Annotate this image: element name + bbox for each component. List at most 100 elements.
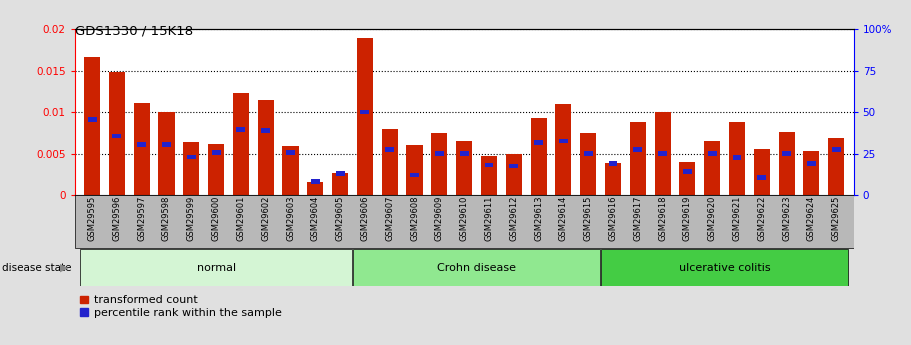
Text: GSM29598: GSM29598 <box>162 196 171 241</box>
Text: GSM29599: GSM29599 <box>187 196 196 241</box>
Bar <box>807 161 816 166</box>
Bar <box>361 110 369 115</box>
Bar <box>601 249 848 286</box>
Text: GSM29612: GSM29612 <box>509 196 518 241</box>
Text: GSM29619: GSM29619 <box>683 196 692 241</box>
Bar <box>753 149 770 195</box>
Bar <box>509 164 518 168</box>
Text: GSM29617: GSM29617 <box>633 196 642 241</box>
Bar <box>233 93 249 195</box>
Bar <box>258 100 274 195</box>
Bar <box>353 249 600 286</box>
Bar <box>435 151 444 156</box>
Text: GSM29623: GSM29623 <box>783 196 791 241</box>
Text: GSM29616: GSM29616 <box>609 196 618 241</box>
Bar <box>261 128 271 132</box>
Text: GSM29622: GSM29622 <box>757 196 766 241</box>
Bar <box>333 172 348 195</box>
Bar <box>633 147 642 152</box>
Text: GSM29620: GSM29620 <box>708 196 717 241</box>
Bar <box>237 127 245 132</box>
Text: GSM29607: GSM29607 <box>385 196 394 241</box>
Text: GSM29597: GSM29597 <box>138 196 146 241</box>
Bar <box>431 133 447 195</box>
Text: GSM29595: GSM29595 <box>87 196 97 241</box>
Bar <box>208 144 224 195</box>
Bar <box>832 147 841 152</box>
Text: GSM29604: GSM29604 <box>311 196 320 241</box>
Text: GSM29602: GSM29602 <box>261 196 271 241</box>
Text: GSM29624: GSM29624 <box>807 196 816 241</box>
Bar <box>456 141 472 195</box>
Bar <box>729 122 745 195</box>
Bar <box>307 182 323 195</box>
Bar <box>804 151 820 195</box>
Bar <box>680 162 695 195</box>
Text: GSM29596: GSM29596 <box>112 196 121 241</box>
Bar <box>732 155 742 160</box>
Text: ▶: ▶ <box>60 263 68 273</box>
Text: GSM29621: GSM29621 <box>732 196 742 241</box>
Text: Crohn disease: Crohn disease <box>437 263 516 273</box>
Bar <box>108 71 125 195</box>
Bar <box>704 141 721 195</box>
Bar <box>828 138 844 195</box>
Bar <box>112 134 121 138</box>
Bar <box>658 151 667 156</box>
Bar <box>357 38 373 195</box>
Text: GSM29618: GSM29618 <box>658 196 667 241</box>
Text: GSM29608: GSM29608 <box>410 196 419 241</box>
Bar <box>783 151 791 156</box>
Bar <box>84 57 100 195</box>
Text: GSM29601: GSM29601 <box>236 196 245 241</box>
Bar <box>80 249 352 286</box>
Bar <box>187 155 196 159</box>
Text: GSM29625: GSM29625 <box>832 196 841 241</box>
Text: GSM29609: GSM29609 <box>435 196 444 241</box>
Text: GSM29600: GSM29600 <box>211 196 220 241</box>
Bar <box>534 140 543 145</box>
Bar <box>630 122 646 195</box>
Text: normal: normal <box>197 263 236 273</box>
Bar <box>779 132 794 195</box>
Bar <box>605 164 621 195</box>
Bar <box>286 150 295 155</box>
Bar <box>584 151 593 156</box>
Text: GDS1330 / 15K18: GDS1330 / 15K18 <box>75 24 193 37</box>
Text: GSM29614: GSM29614 <box>558 196 568 241</box>
Legend: transformed count, percentile rank within the sample: transformed count, percentile rank withi… <box>80 295 281 318</box>
Bar <box>460 151 468 156</box>
Text: GSM29610: GSM29610 <box>460 196 468 241</box>
Bar <box>506 154 522 195</box>
Bar <box>485 163 494 167</box>
Bar <box>134 104 149 195</box>
Bar <box>530 118 547 195</box>
Bar <box>311 179 320 184</box>
Text: GSM29606: GSM29606 <box>361 196 370 241</box>
Bar <box>138 142 146 147</box>
Bar <box>211 150 220 155</box>
Bar <box>556 104 571 195</box>
Bar <box>159 112 175 195</box>
Bar <box>282 146 299 195</box>
Bar <box>757 175 766 180</box>
Text: GSM29611: GSM29611 <box>485 196 494 241</box>
Bar <box>162 142 171 147</box>
Bar <box>75 195 854 248</box>
Text: ulcerative colitis: ulcerative colitis <box>679 263 771 273</box>
Bar <box>382 129 398 195</box>
Bar <box>385 147 394 152</box>
Text: GSM29603: GSM29603 <box>286 196 295 241</box>
Bar <box>87 117 97 122</box>
Bar <box>335 171 344 176</box>
Text: GSM29605: GSM29605 <box>335 196 344 241</box>
Bar <box>708 151 717 156</box>
Bar <box>410 173 419 177</box>
Bar <box>654 112 670 195</box>
Bar <box>406 145 423 195</box>
Bar <box>559 139 568 144</box>
Bar <box>609 161 618 166</box>
Bar <box>481 156 497 195</box>
Bar <box>580 133 596 195</box>
Bar <box>683 169 691 174</box>
